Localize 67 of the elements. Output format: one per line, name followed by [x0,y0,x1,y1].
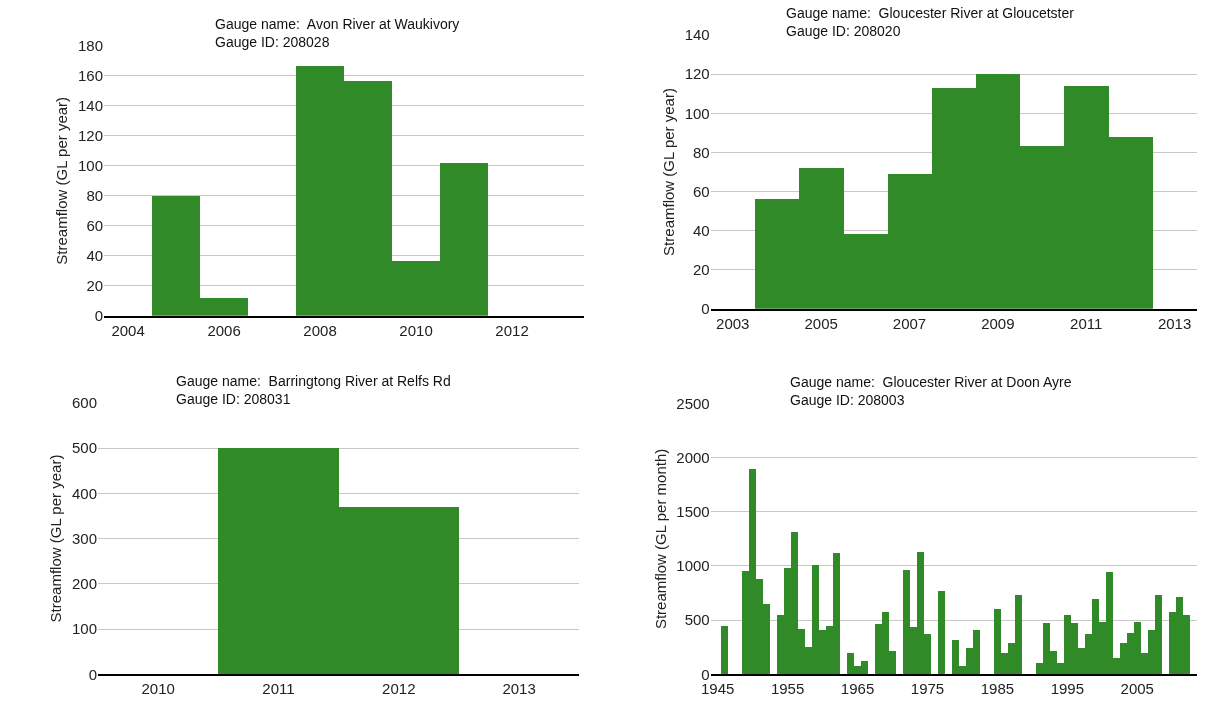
y-tick-label: 20 [86,277,104,295]
y-tick-label: 180 [78,37,104,55]
x-tick-label: 2005 [1120,680,1154,698]
y-axis-title: Streamflow (GL per year) [659,88,677,256]
x-tick-label: 1985 [980,680,1015,698]
x-tick-label: 2013 [502,680,536,698]
x-tick-label: 2005 [804,314,838,332]
y-tick-label: 0 [701,665,710,683]
y-tick-label: 80 [86,187,104,205]
y-tick-label: 100 [684,104,710,122]
x-tick-label: 2008 [303,321,337,339]
y-tick-label: 300 [72,529,98,547]
y-tick-label: 200 [72,575,98,593]
y-tick-label: 0 [94,307,104,325]
y-tick-label: 500 [72,439,98,457]
x-tick-label: 2003 [716,314,750,332]
x-tick-label: 2013 [1157,314,1192,332]
y-tick-label: 2500 [676,394,710,412]
y-tick-label: 60 [693,182,710,200]
y-tick-label: 100 [72,620,98,638]
x-tick-label: 2010 [141,680,175,698]
x-tick-label: 2010 [399,321,433,339]
x-tick-label: 2004 [111,321,145,339]
y-tick-label: 120 [78,127,104,145]
text: Gauge name: Barringtong River at Relfs Rd [176,373,451,389]
annotation: Gauge ID: 208031 [176,391,291,408]
text: Gauge name: Avon River at Waukivory [215,16,460,32]
x-tick-label: 1975 [910,680,945,698]
bar [937,590,945,675]
x-tick-label: 2011 [262,680,295,698]
x-tick-label: 1945 [700,680,735,698]
annotation: Gauge ID: 208020 [786,23,901,40]
text: Gauge name: Gloucester River at Gloucetster [786,5,1075,21]
y-tick-label: 40 [86,247,104,265]
y-tick-label: 500 [684,611,710,629]
annotation: Gauge ID: 208028 [215,34,330,51]
x-tick-label: 2006 [207,321,241,339]
annotation: Gauge ID: 208003 [790,392,905,409]
x-tick-label: 2007 [892,314,927,332]
y-tick-label: 0 [88,665,98,683]
y-tick-label: 2000 [676,448,710,466]
y-tick-label: 0 [701,300,710,318]
y-tick-label: 140 [78,97,104,115]
y-tick-label: 40 [693,221,710,239]
bar [720,625,728,675]
x-tick-label: 1995 [1050,680,1085,698]
x-tick-label: 2009 [981,314,1015,332]
y-axis-title: Streamflow (GL per year) [47,454,65,623]
y-tick-label: 1500 [676,503,710,521]
x-tick-label: 1955 [770,680,805,698]
x-tick-label: 2012 [382,680,416,698]
y-tick-label: 100 [78,157,104,175]
y-tick-label: 600 [72,394,98,412]
y-tick-label: 60 [86,217,104,235]
y-tick-label: 120 [684,65,710,83]
y-tick-label: 140 [684,26,710,44]
text: Gauge name: Gloucester River at Doon Ayre [790,374,1072,390]
y-tick-label: 20 [693,260,710,278]
x-tick-label: 2011 [1070,314,1103,332]
y-tick-label: 400 [72,484,98,502]
x-tick-label: 1965 [840,680,875,698]
x-tick-label: 2012 [495,321,529,339]
y-tick-label: 1000 [676,557,710,575]
y-tick-label: 80 [693,143,710,161]
y-axis-title: Streamflow (GL per year) [53,96,71,265]
y-tick-label: 160 [78,67,104,85]
y-axis-title: Streamflow (GL per month) [651,448,669,630]
